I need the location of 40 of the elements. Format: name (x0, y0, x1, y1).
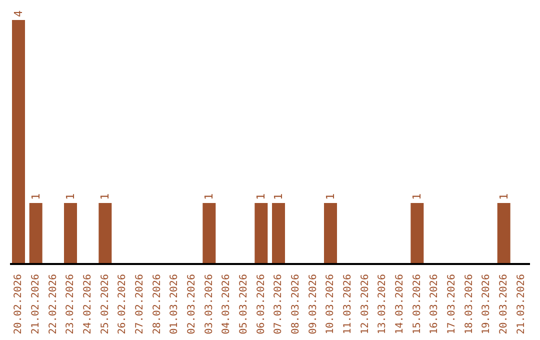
x-tick-label: 10.03.2026 (325, 274, 336, 334)
x-tick-label: 02.03.2026 (186, 274, 198, 334)
x-tick-label: 08.03.2026 (290, 274, 302, 334)
x-tick-label: 24.02.2026 (82, 274, 94, 334)
x-tick-label: 21.03.2026 (516, 274, 527, 334)
x-tick-label: 09.03.2026 (308, 274, 319, 334)
x-tick-label: 17.03.2026 (446, 274, 458, 334)
x-tick-label: 06.03.2026 (256, 274, 267, 334)
data-label: 1 (410, 193, 424, 200)
x-tick-label: 27.02.2026 (134, 274, 146, 334)
data-label: 1 (272, 193, 285, 200)
x-tick-label: 15.03.2026 (412, 274, 423, 334)
data-label: 1 (64, 193, 77, 200)
x-tick-label: 03.03.2026 (204, 274, 215, 334)
x-tick-label: 11.03.2026 (342, 274, 354, 334)
data-label: 1 (254, 193, 268, 200)
x-tick-label: 22.02.2026 (48, 274, 59, 334)
data-label: 1 (202, 193, 216, 200)
x-tick-label: 07.03.2026 (273, 274, 284, 334)
x-tick-label: 28.02.2026 (152, 274, 163, 334)
x-tick-label: 19.03.2026 (481, 274, 492, 334)
x-tick-label: 16.03.2026 (429, 274, 440, 334)
data-label: 1 (324, 193, 337, 200)
x-tick-label: 14.03.2026 (394, 274, 406, 334)
x-tick-label: 23.02.2026 (65, 274, 76, 334)
x-tick-label: 13.03.2026 (377, 274, 388, 334)
x-tick-label: 12.03.2026 (360, 274, 371, 334)
x-tick-label: 20.02.2026 (13, 274, 24, 334)
x-tick-label: 05.03.2026 (238, 274, 250, 334)
x-tick-label: 20.03.2026 (498, 274, 510, 334)
x-tick-label: 25.02.2026 (100, 274, 111, 334)
x-tick-label: 18.03.2026 (464, 274, 475, 334)
x-tick-label: 01.03.2026 (169, 274, 180, 334)
data-label: 1 (98, 193, 112, 200)
data-label: 1 (497, 193, 510, 200)
x-tick-label: 21.02.2026 (30, 274, 42, 334)
data-label: 4 (12, 10, 25, 17)
data-label: 1 (29, 193, 42, 200)
x-tick-label: 04.03.2026 (221, 274, 232, 334)
x-tick-label: 26.02.2026 (117, 274, 128, 334)
